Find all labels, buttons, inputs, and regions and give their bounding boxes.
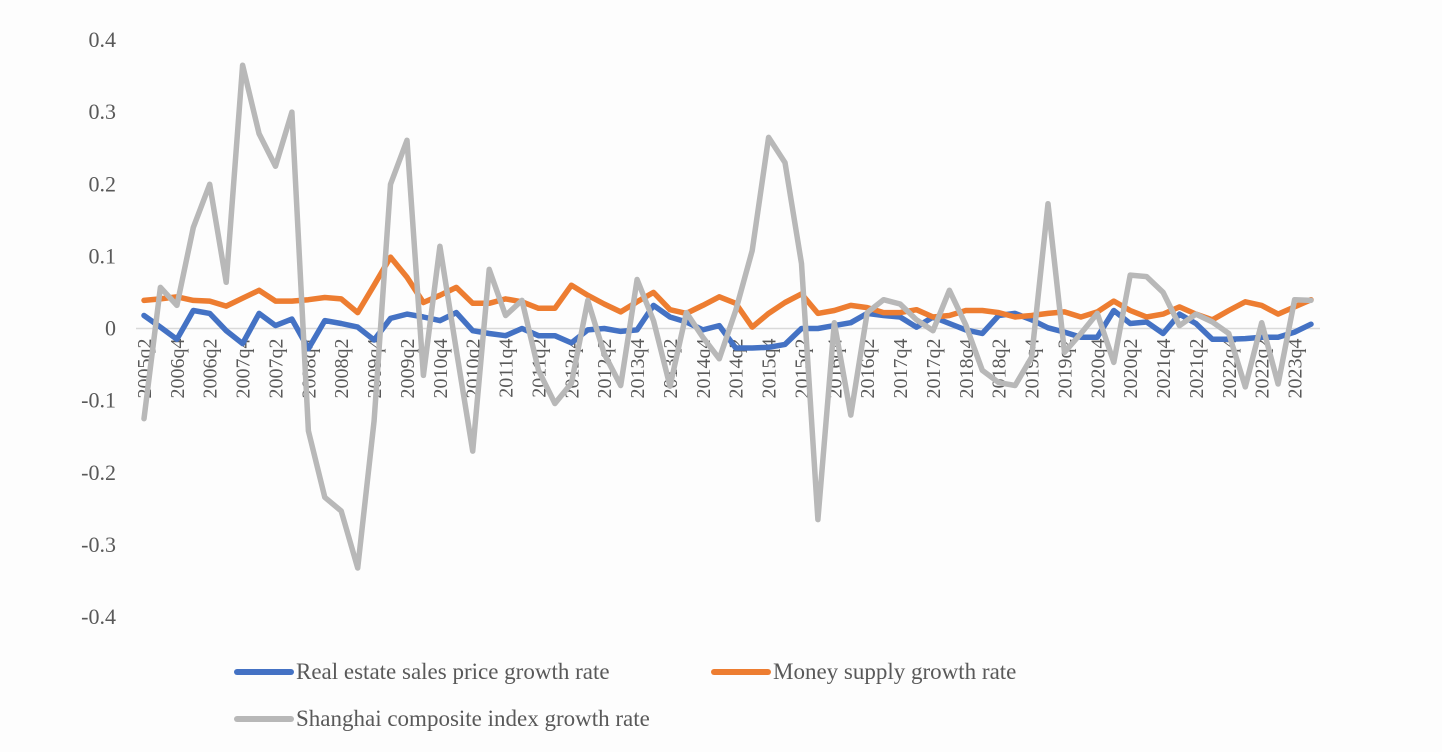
x-tick-label: 2010q4 bbox=[430, 339, 452, 399]
y-tick-label: 0.1 bbox=[89, 243, 117, 268]
x-tick-label: 2006q4 bbox=[167, 339, 189, 399]
x-tick-label: 2020q2 bbox=[1120, 339, 1142, 399]
y-tick-label: 0.2 bbox=[89, 171, 117, 196]
y-tick-label: -0.1 bbox=[81, 388, 116, 413]
series-layer bbox=[141, 62, 1314, 571]
x-tick-label: 2012q2 bbox=[594, 339, 616, 399]
x-tick-label: 2021q4 bbox=[1153, 339, 1175, 399]
x-tick-label: 2021q2 bbox=[1186, 339, 1208, 399]
legend-item-real-estate: Real estate sales price growth rate bbox=[234, 659, 610, 685]
x-tick-label: 2007q4 bbox=[233, 339, 255, 399]
y-axis: 0.4 0.3 0.2 0.1 0 -0.1 -0.2 -0.3 -0.4 bbox=[81, 27, 116, 629]
x-tick-label: 2019q2 bbox=[1054, 339, 1076, 399]
legend-item-money-supply: Money supply growth rate bbox=[711, 659, 1016, 685]
y-tick-label: 0.4 bbox=[89, 27, 117, 52]
legend-label-shanghai-index: Shanghai composite index growth rate bbox=[296, 706, 650, 731]
x-tick-label: 2013q4 bbox=[627, 339, 649, 399]
series-line-shanghai-index-group bbox=[141, 62, 1314, 571]
x-tick-label: 2014q2 bbox=[726, 339, 748, 399]
series-line-money-supply bbox=[141, 254, 1314, 330]
x-tick-label: 2023q4 bbox=[1285, 339, 1307, 399]
x-tick-label: 2019q4 bbox=[1022, 339, 1044, 399]
x-tick-label: 2008q2 bbox=[331, 339, 353, 399]
x-tick-label: 2009q2 bbox=[397, 339, 419, 399]
x-tick-label: 2011q4 bbox=[496, 339, 518, 398]
y-tick-label: 0 bbox=[105, 316, 116, 341]
x-tick-label: 2006q2 bbox=[200, 339, 222, 399]
x-tick-label: 2017q2 bbox=[923, 339, 945, 399]
legend-swatch-shanghai-index bbox=[234, 716, 294, 722]
legend-swatch-money-supply bbox=[711, 669, 771, 675]
x-tick-label: 2014q4 bbox=[693, 339, 715, 399]
legend-item-shanghai-index: Shanghai composite index growth rate bbox=[234, 706, 650, 732]
y-tick-label: -0.2 bbox=[81, 460, 116, 485]
x-tick-label: 2015q4 bbox=[759, 339, 781, 399]
legend-swatch-real-estate bbox=[234, 669, 294, 675]
x-tick-label: 2018q2 bbox=[989, 339, 1011, 399]
series-line-shanghai-index bbox=[141, 62, 1314, 571]
x-tick-label: 2018q4 bbox=[956, 339, 978, 399]
x-tick-label: 2017q4 bbox=[890, 339, 912, 399]
x-tick-label: 2020q4 bbox=[1087, 339, 1109, 399]
legend-label-real-estate: Real estate sales price growth rate bbox=[296, 659, 610, 684]
y-tick-label: 0.3 bbox=[89, 99, 117, 124]
x-tick-label: 2007q2 bbox=[265, 339, 287, 399]
y-tick-label: -0.4 bbox=[81, 604, 116, 629]
legend-label-money-supply: Money supply growth rate bbox=[773, 659, 1017, 684]
y-tick-label: -0.3 bbox=[81, 532, 116, 557]
series-line-money-supply-group bbox=[141, 254, 1314, 330]
